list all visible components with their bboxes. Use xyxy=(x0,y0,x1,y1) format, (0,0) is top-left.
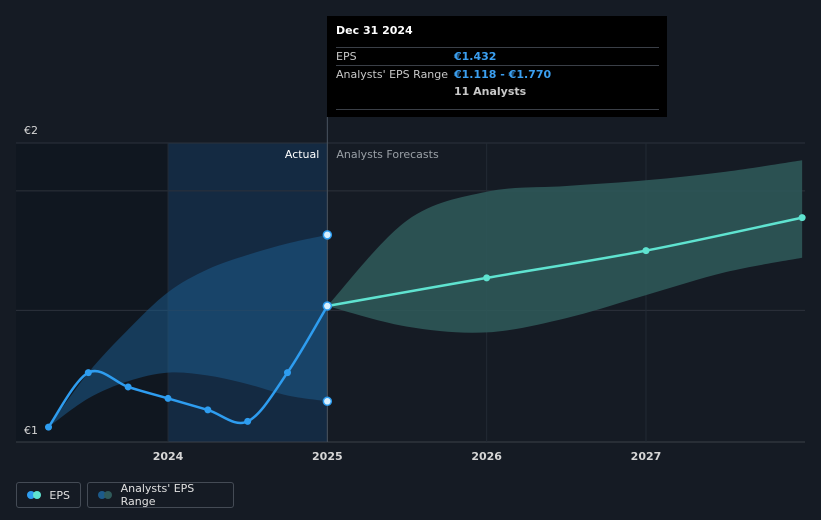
eps-point-forecast-2 xyxy=(798,214,806,222)
y-tick-label-1: €1 xyxy=(24,424,38,437)
eps-point-actual-4 xyxy=(204,406,212,414)
legend-eps-label: EPS xyxy=(49,488,70,502)
tooltip-range-row: Analysts' EPS Range €1.118 - €1.770 xyxy=(336,66,659,83)
forecast-section-label: Analysts Forecasts xyxy=(336,148,439,161)
y-tick-label-0: €2 xyxy=(24,124,38,137)
x-tick-label-2: 2026 xyxy=(471,450,502,463)
eps-point-actual-3 xyxy=(164,394,172,402)
eps-point-forecast-0 xyxy=(483,274,491,282)
range-band-forecast xyxy=(327,160,803,333)
legend-range-label: Analysts' EPS Range xyxy=(120,482,195,508)
hover-tooltip: Dec 31 2024 EPS €1.432 Analysts' EPS Ran… xyxy=(327,16,667,117)
tooltip-eps-value: €1.432 xyxy=(454,50,497,63)
actual-section-label: Actual xyxy=(285,148,319,161)
eps-point-actual-6 xyxy=(283,369,291,377)
tooltip-eps-label: EPS xyxy=(336,50,357,63)
tooltip-range-label: Analysts' EPS Range xyxy=(336,68,449,81)
tooltip-analysts-count: 11 Analysts xyxy=(454,85,527,98)
tooltip-range-value: €1.118 - €1.770 xyxy=(454,68,552,81)
range-end-point-1 xyxy=(322,396,333,407)
eps-forecast-line xyxy=(327,216,803,308)
range-band-actual xyxy=(48,234,328,428)
eps-point-actual-7 xyxy=(322,301,333,311)
tooltip-analysts-row: 11 Analysts xyxy=(336,83,659,110)
x-tick-label-3: 2027 xyxy=(631,450,662,463)
x-tick-label-0: 2024 xyxy=(153,450,184,463)
eps-legend-icon xyxy=(27,491,41,499)
x-tick-label-1: 2025 xyxy=(312,450,343,463)
tooltip-date: Dec 31 2024 xyxy=(336,24,659,48)
eps-point-actual-1 xyxy=(84,369,92,377)
eps-point-actual-0 xyxy=(45,423,53,431)
eps-point-actual-5 xyxy=(244,417,252,425)
eps-point-actual-2 xyxy=(124,383,132,391)
legend-analysts-range[interactable]: Analysts' EPS Range xyxy=(87,482,234,508)
range-end-point-0 xyxy=(322,230,333,240)
eps-point-forecast-1 xyxy=(642,247,650,255)
tooltip-eps-row: EPS €1.432 xyxy=(336,48,659,66)
legend-eps[interactable]: EPS xyxy=(16,482,81,508)
range-legend-icon xyxy=(98,491,113,499)
